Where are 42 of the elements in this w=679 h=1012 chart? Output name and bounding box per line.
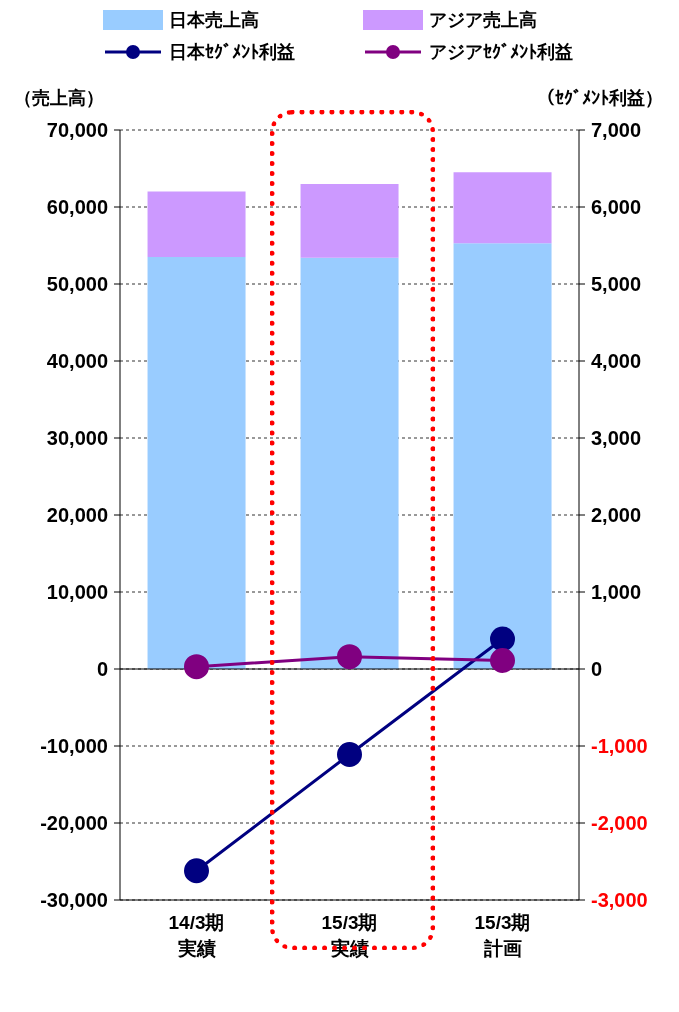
point: [184, 654, 209, 680]
y2-tick-label: -1,000: [591, 735, 648, 757]
legend-label: 日本売上高: [169, 9, 259, 32]
y2-tick-label: 6,000: [591, 196, 642, 218]
y2-tick-label: 5,000: [591, 273, 642, 295]
y2-tick-label: 1,000: [591, 581, 642, 603]
legend-label: アジアｾｸﾞﾒﾝﾄ利益: [429, 41, 573, 64]
legend-label: アジア売上高: [429, 9, 537, 32]
y2-tick-label: -3,000: [591, 889, 648, 911]
bar: [147, 191, 246, 258]
bar: [300, 183, 399, 258]
legend-label: 日本ｾｸﾞﾒﾝﾄ利益: [169, 41, 295, 64]
point: [337, 741, 362, 767]
bar: [300, 257, 399, 669]
y-tick-label: 60,000: [46, 196, 108, 218]
point: [490, 626, 515, 652]
point: [184, 858, 209, 884]
y-tick-label: -20,000: [40, 812, 108, 834]
y-tick-label: -10,000: [40, 735, 108, 757]
y-tick-label: 70,000: [46, 119, 108, 141]
x-tick-label: 15/3期計画: [473, 911, 532, 961]
y-tick-label: 40,000: [46, 350, 108, 372]
bar: [453, 172, 552, 244]
y2-tick-label: 2,000: [591, 504, 642, 526]
y2-tick-label: 3,000: [591, 427, 642, 449]
y-tick-label: 0: [96, 658, 108, 680]
y2-tick-label: -2,000: [591, 812, 648, 834]
y-tick-label: -30,000: [40, 889, 108, 911]
point: [490, 648, 515, 674]
y-tick-label: 10,000: [46, 581, 108, 603]
y-tick-label: 50,000: [46, 273, 108, 295]
y2-tick-label: 0: [591, 658, 603, 680]
y-tick-label: 20,000: [46, 504, 108, 526]
y-tick-label: 30,000: [46, 427, 108, 449]
point: [337, 644, 362, 670]
y2-tick-label: 7,000: [591, 119, 642, 141]
y2-axis-title: （ｾｸﾞﾒﾝﾄ利益）: [537, 87, 663, 110]
y2-tick-label: 4,000: [591, 350, 642, 372]
y-axis-title: （売上高）: [14, 87, 104, 110]
x-tick-label: 14/3期実績: [167, 911, 226, 961]
bar: [453, 243, 552, 669]
bar: [147, 257, 246, 669]
